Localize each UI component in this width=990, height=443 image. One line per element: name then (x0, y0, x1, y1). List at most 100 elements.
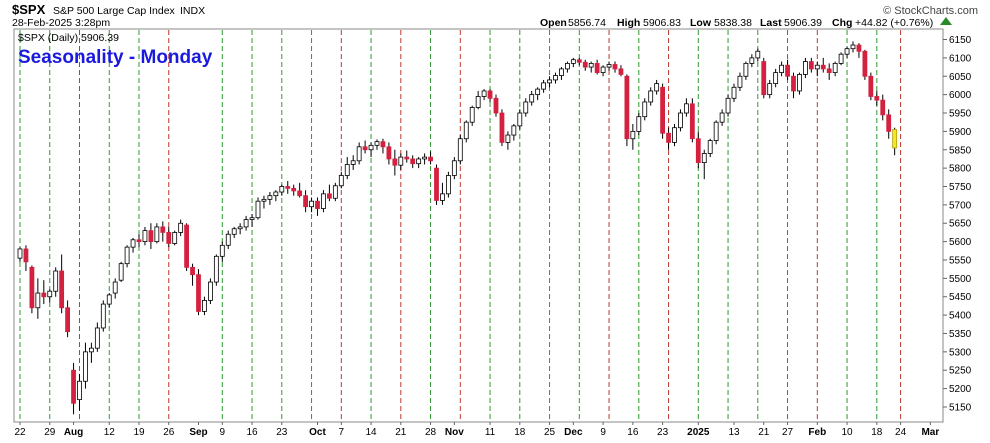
y-tick-5250: 5250 (949, 366, 972, 377)
candle-15 (106, 293, 112, 308)
x-tick-19: Dec (564, 427, 583, 438)
candle-91 (559, 67, 564, 80)
candle-111 (678, 109, 683, 132)
y-tick-5500: 5500 (949, 274, 972, 285)
x-tick-12: 14 (365, 427, 377, 438)
candle-66 (410, 155, 416, 169)
y-tick-5300: 5300 (949, 347, 972, 358)
candle-82 (505, 131, 511, 150)
candle-1 (23, 245, 29, 272)
y-tick-5150: 5150 (949, 402, 972, 413)
candle-19 (130, 237, 136, 253)
candle-102 (624, 74, 630, 147)
symbol-name: S&P 500 Large Cap Index (53, 5, 176, 17)
candle-146 (886, 109, 892, 139)
x-tick-0: 22 (14, 427, 26, 438)
candle-74 (457, 135, 463, 165)
candle-95 (582, 59, 588, 71)
candle-104 (636, 113, 642, 136)
candle-53 (332, 182, 338, 202)
candle-135 (820, 57, 826, 73)
candle-27 (178, 219, 184, 237)
candle-78 (481, 89, 487, 101)
brand-logo: © StockCharts.com (883, 5, 978, 17)
last-label: Last (760, 17, 782, 29)
x-tick-21: 16 (627, 427, 639, 438)
x-tick-25: 21 (758, 427, 770, 438)
chart-title: Seasonality - Monday (18, 47, 213, 68)
candle-58 (362, 140, 368, 154)
candle-30 (196, 269, 201, 316)
candle-8 (65, 300, 70, 338)
candle-29 (190, 263, 195, 286)
candle-48 (303, 190, 309, 213)
high-value: 5906.83 (643, 17, 681, 29)
candle-81 (499, 109, 505, 147)
x-tick-4: 19 (133, 427, 145, 438)
x-tick-30: 24 (895, 427, 907, 438)
y-tick-5200: 5200 (949, 384, 972, 395)
candle-21 (142, 226, 148, 246)
candle-37 (237, 223, 243, 235)
candle-12 (89, 342, 94, 363)
candle-75 (463, 120, 469, 143)
candle-65 (404, 150, 410, 163)
candle-93 (570, 57, 576, 68)
y-tick-6050: 6050 (949, 72, 972, 83)
candle-126 (767, 79, 773, 99)
candle-144 (874, 90, 880, 106)
candle-39 (249, 214, 255, 227)
candle-137 (832, 61, 838, 77)
legend-label: $SPX (Daily) 5906.39 (18, 32, 119, 44)
candle-124 (755, 48, 761, 62)
candle-72 (445, 171, 451, 198)
candle-131 (797, 72, 802, 95)
candle-90 (553, 72, 558, 84)
candle-145 (880, 94, 886, 121)
x-tick-16: 11 (485, 427, 496, 438)
candle-46 (291, 184, 297, 196)
candle-97 (594, 59, 600, 75)
x-tick-31: Mar (921, 427, 939, 438)
candle-99 (606, 61, 612, 71)
x-tick-14: 28 (425, 427, 437, 438)
y-tick-6150: 6150 (949, 35, 972, 46)
candle-105 (642, 98, 648, 121)
candle-120 (731, 83, 737, 102)
x-tick-15: Nov (445, 427, 464, 438)
candle-134 (814, 61, 820, 77)
candle-16 (112, 278, 118, 299)
candle-14 (100, 300, 106, 332)
chg-value: +44.82 (+0.76%) (855, 17, 933, 29)
candle-63 (392, 149, 398, 176)
candle-118 (719, 109, 725, 126)
x-tick-5: 26 (163, 427, 175, 438)
high-label: High (617, 17, 640, 29)
candle-116 (707, 138, 713, 158)
candle-130 (791, 72, 796, 99)
candle-92 (565, 61, 570, 73)
y-tick-5650: 5650 (949, 219, 972, 230)
candle-139 (844, 46, 850, 58)
candle-22 (148, 223, 154, 249)
low-label: Low (690, 17, 712, 29)
candle-44 (279, 184, 285, 196)
candle-42 (267, 192, 273, 205)
last-value: 5906.39 (784, 17, 822, 29)
candle-59 (368, 142, 374, 158)
y-tick-5550: 5550 (949, 255, 972, 266)
candle-96 (588, 61, 594, 73)
candle-38 (243, 215, 249, 231)
candle-23 (154, 223, 160, 244)
candle-31 (202, 296, 207, 316)
candle-5 (47, 289, 53, 303)
candle-55 (344, 157, 350, 180)
candle-10 (77, 373, 82, 411)
x-tick-3: 12 (104, 427, 116, 438)
candle-140 (850, 41, 856, 53)
chg-label: Chg (832, 17, 852, 29)
candle-123 (749, 54, 755, 68)
candle-11 (83, 342, 88, 389)
low-value: 5838.38 (714, 17, 752, 29)
candle-133 (808, 57, 814, 73)
